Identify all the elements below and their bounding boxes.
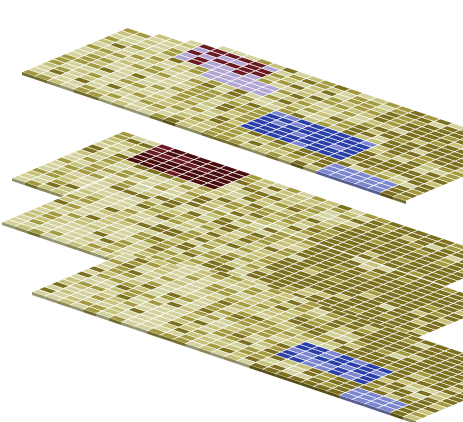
tile-edge	[27, 230, 41, 238]
tile-edge	[290, 162, 304, 170]
tile-layer-top-sheet	[21, 27, 463, 204]
tile-edge	[70, 304, 84, 313]
tile-edge	[147, 330, 160, 338]
tile-edge	[275, 373, 288, 381]
tile-edge	[211, 352, 224, 360]
tile-edge	[175, 123, 189, 131]
tile-edge	[32, 292, 45, 300]
tile	[456, 268, 463, 274]
tile-edge	[37, 186, 51, 194]
tile-edge	[150, 115, 163, 123]
tile-edge	[83, 309, 96, 317]
tile-edge	[57, 300, 71, 308]
tile-edge	[288, 378, 301, 386]
tile	[457, 371, 463, 377]
tile-edge	[252, 149, 266, 157]
tile-edge	[316, 170, 330, 179]
tile	[456, 352, 463, 358]
tile-edge	[124, 106, 138, 114]
tile	[454, 167, 463, 174]
tile-edge	[73, 89, 86, 97]
tile-edge	[12, 178, 25, 186]
tile	[456, 362, 463, 367]
tile	[456, 259, 463, 265]
tile-edge	[239, 145, 253, 153]
tile-edge	[354, 183, 368, 192]
tile-edge	[86, 93, 99, 101]
tile-edge	[121, 322, 135, 330]
tile	[455, 249, 463, 255]
tile-edge	[66, 243, 79, 251]
tile-edge	[377, 408, 391, 416]
tile-edge	[96, 313, 109, 321]
tile	[458, 391, 463, 396]
tile-edge	[2, 222, 15, 230]
tile	[453, 158, 463, 165]
tile-edge	[262, 369, 276, 377]
tile-edge	[47, 80, 61, 88]
tile-edge	[201, 132, 214, 140]
tile-edge	[14, 226, 28, 234]
tile-edge	[50, 190, 64, 199]
tile-edge	[390, 412, 404, 420]
tile-edge	[134, 326, 148, 334]
tile-edge	[188, 127, 202, 136]
tile-edge	[108, 317, 122, 326]
tile-edge	[265, 153, 278, 161]
tile-edge	[40, 234, 54, 243]
tile-edge	[34, 76, 48, 84]
tile-edge	[352, 399, 365, 407]
tile-edge	[339, 395, 352, 403]
tile-edge	[78, 247, 92, 256]
tile-edge	[329, 175, 342, 183]
tile-edge	[111, 102, 125, 110]
tile-edge	[22, 72, 35, 80]
tile-edge	[162, 119, 176, 127]
tile-edge	[185, 343, 199, 351]
tile-edge	[60, 84, 74, 93]
tile-edge	[403, 416, 416, 422]
tile-edge	[44, 296, 58, 304]
tile-edge	[91, 252, 105, 260]
tile-edge	[214, 136, 227, 144]
tile-edge	[249, 365, 263, 373]
tile-edge	[226, 140, 240, 149]
tile-edge	[313, 386, 327, 394]
tile-edge	[24, 182, 38, 190]
tile-edge	[53, 239, 66, 247]
tile-edge	[364, 403, 378, 412]
tile-edge	[300, 382, 314, 390]
tile-edge	[367, 188, 381, 196]
tile-edge	[160, 335, 173, 343]
tile-edge	[198, 347, 212, 356]
tile-edge	[137, 110, 150, 118]
tile-edge	[326, 390, 340, 399]
tile-edge	[172, 339, 186, 347]
tile-layer-bottom-sheet	[31, 252, 463, 422]
tile-edge	[393, 196, 406, 204]
tile-edge	[224, 356, 237, 364]
tile-edge	[98, 97, 112, 106]
tile-edge	[236, 360, 250, 369]
tile-edge	[278, 158, 291, 166]
tile-edge	[342, 179, 355, 187]
tile-edge	[380, 192, 394, 200]
tile-edge	[303, 166, 317, 174]
